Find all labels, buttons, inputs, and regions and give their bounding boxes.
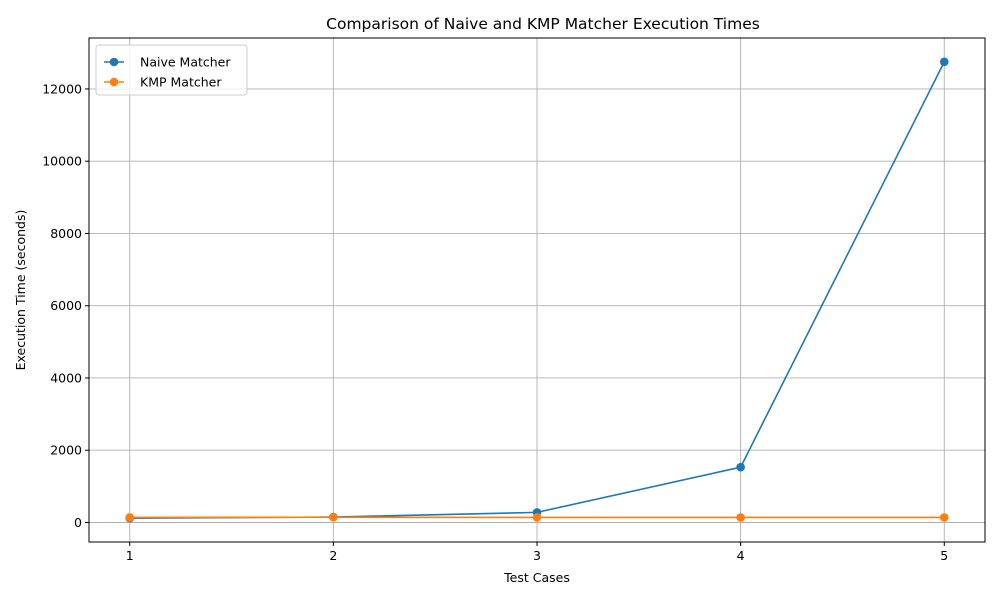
data-point bbox=[532, 513, 542, 522]
x-tick-label: 3 bbox=[533, 548, 541, 563]
y-tick-label: 6000 bbox=[50, 298, 82, 313]
legend-box bbox=[95, 44, 248, 96]
x-axis-label: Test Cases bbox=[503, 570, 570, 585]
legend-marker bbox=[109, 77, 119, 87]
y-tick-label: 12000 bbox=[42, 81, 82, 96]
legend: Naive Matcher KMP Matcher bbox=[95, 44, 248, 96]
data-point bbox=[939, 513, 949, 522]
x-axis: 1 2 3 4 5 bbox=[126, 542, 948, 563]
x-tick-label: 1 bbox=[126, 548, 134, 563]
data-point bbox=[736, 462, 745, 472]
data-point bbox=[329, 512, 338, 522]
y-tick-label: 10000 bbox=[42, 154, 82, 169]
legend-label: KMP Matcher bbox=[140, 75, 222, 90]
legend-label: Naive Matcher bbox=[140, 55, 231, 70]
x-tick-label: 4 bbox=[737, 548, 745, 563]
data-point bbox=[736, 513, 745, 522]
y-axis: 0 2000 4000 6000 8000 10000 12000 bbox=[42, 81, 89, 530]
y-tick-label: 2000 bbox=[50, 443, 82, 458]
grid bbox=[89, 38, 985, 542]
data-point bbox=[125, 513, 135, 522]
y-tick-label: 0 bbox=[74, 515, 82, 530]
legend-entry: Naive Matcher bbox=[104, 55, 231, 70]
legend-marker bbox=[109, 57, 119, 67]
chart-title: Comparison of Naive and KMP Matcher Exec… bbox=[326, 15, 760, 33]
x-tick-label: 2 bbox=[329, 548, 337, 563]
x-tick-label: 5 bbox=[940, 548, 948, 563]
y-axis-label: Execution Time (seconds) bbox=[13, 210, 28, 371]
legend-entry: KMP Matcher bbox=[104, 75, 222, 90]
series-2 bbox=[125, 512, 949, 522]
series-layer bbox=[125, 57, 949, 523]
data-point bbox=[939, 57, 949, 67]
y-tick-label: 4000 bbox=[50, 370, 82, 385]
y-tick-label: 8000 bbox=[50, 226, 82, 241]
